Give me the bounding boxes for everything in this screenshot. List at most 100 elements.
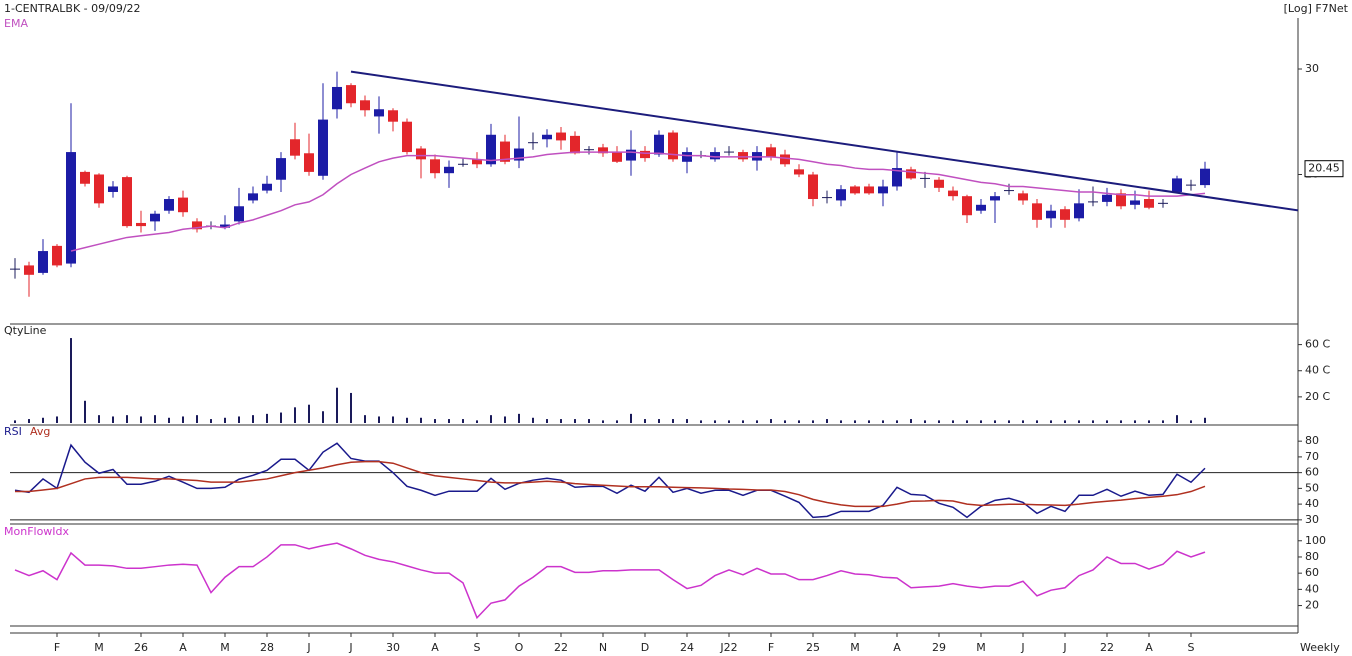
y-tick-label: 20 [1305,599,1319,612]
bar [924,420,926,423]
bar [84,400,86,423]
bar [1148,420,1150,423]
bar [686,419,688,423]
bar [1008,420,1010,423]
bar [532,417,534,423]
candle-body [416,148,426,160]
bar [322,411,324,423]
x-tick-label: J [348,641,352,654]
y-tick-label: 40 [1305,582,1319,595]
bar [140,416,142,423]
bar [168,417,170,423]
bar [756,420,758,423]
bar [588,419,590,423]
last-value-box [1304,160,1344,178]
bar [658,419,660,423]
candle-body [570,135,580,154]
bar [728,420,730,423]
bar [1022,420,1024,423]
chart-title: 1-CENTRALBK - 09/09/22 [4,2,141,15]
x-tick-label: F [54,641,60,654]
candle-body [612,152,622,162]
bar [574,419,576,423]
candle-body [136,222,146,227]
candle-body [374,109,384,117]
x-tick-label: 22 [1100,641,1114,654]
y-tick-label: 100 [1305,534,1326,547]
candle-body [248,193,258,201]
candle-body [444,166,454,174]
bar [938,420,940,423]
candle-body [150,213,160,222]
bar [294,407,296,423]
candle-body [122,177,132,227]
x-tick-label: O [515,641,524,654]
candle-body [1200,168,1210,186]
bar [546,419,548,423]
y-tick-label: 50 [1305,481,1319,494]
bar [714,420,716,423]
bar [378,416,380,423]
candle-body [346,85,356,104]
bar [42,417,44,423]
x-tick-label: 29 [932,641,946,654]
bar [112,416,114,423]
x-tick-label: S [474,641,481,654]
candle-body [164,199,174,211]
x-tick-label: A [431,641,439,654]
candle-body [976,204,986,211]
x-tick-label: 22 [554,641,568,654]
bar [994,420,996,423]
bar [196,415,198,423]
candle-body [1102,194,1112,202]
candle-body [654,134,664,155]
y-tick-label: 20 C [1305,390,1330,403]
bar [672,419,674,423]
x-tick-label: J [1062,641,1066,654]
candle-body [626,149,636,161]
bar [406,417,408,423]
candle-body [1046,210,1056,219]
bar [798,420,800,423]
bar [882,420,884,423]
candle-body [24,265,34,275]
x-axis-label: Weekly [1300,641,1340,654]
bar [518,413,520,423]
candle-body [276,158,286,180]
x-tick-label: D [641,641,649,654]
candle-body [668,132,678,160]
bar [784,420,786,423]
candle-body [486,134,496,165]
candle-body [794,169,804,175]
candle-body [808,174,818,200]
legend-entry: EMA [4,17,28,30]
bar [1106,420,1108,423]
candle-body [1074,203,1084,219]
x-tick-label: 30 [386,641,400,654]
x-tick-label: 26 [134,641,148,654]
bar [490,415,492,423]
candle-body [220,224,230,228]
bar [1092,420,1094,423]
bar [28,419,30,423]
bar [602,420,604,423]
bar [434,419,436,423]
bar [448,419,450,423]
bar [644,419,646,423]
candle-body [80,171,90,184]
x-tick-label: M [976,641,986,654]
bar [126,415,128,423]
candle-body [1130,200,1140,205]
x-tick-label: N [599,641,607,654]
candle-body [472,159,482,165]
legend-entry: MonFlowIdx [4,525,70,538]
candle-body [1060,209,1070,220]
series-line [14,542,1206,620]
candle-body [332,86,342,110]
bar [504,416,506,423]
candle-body [1116,193,1126,207]
bar [56,416,58,423]
candle-body [290,139,300,156]
candle-body [836,189,846,201]
x-tick-label: A [893,641,901,654]
